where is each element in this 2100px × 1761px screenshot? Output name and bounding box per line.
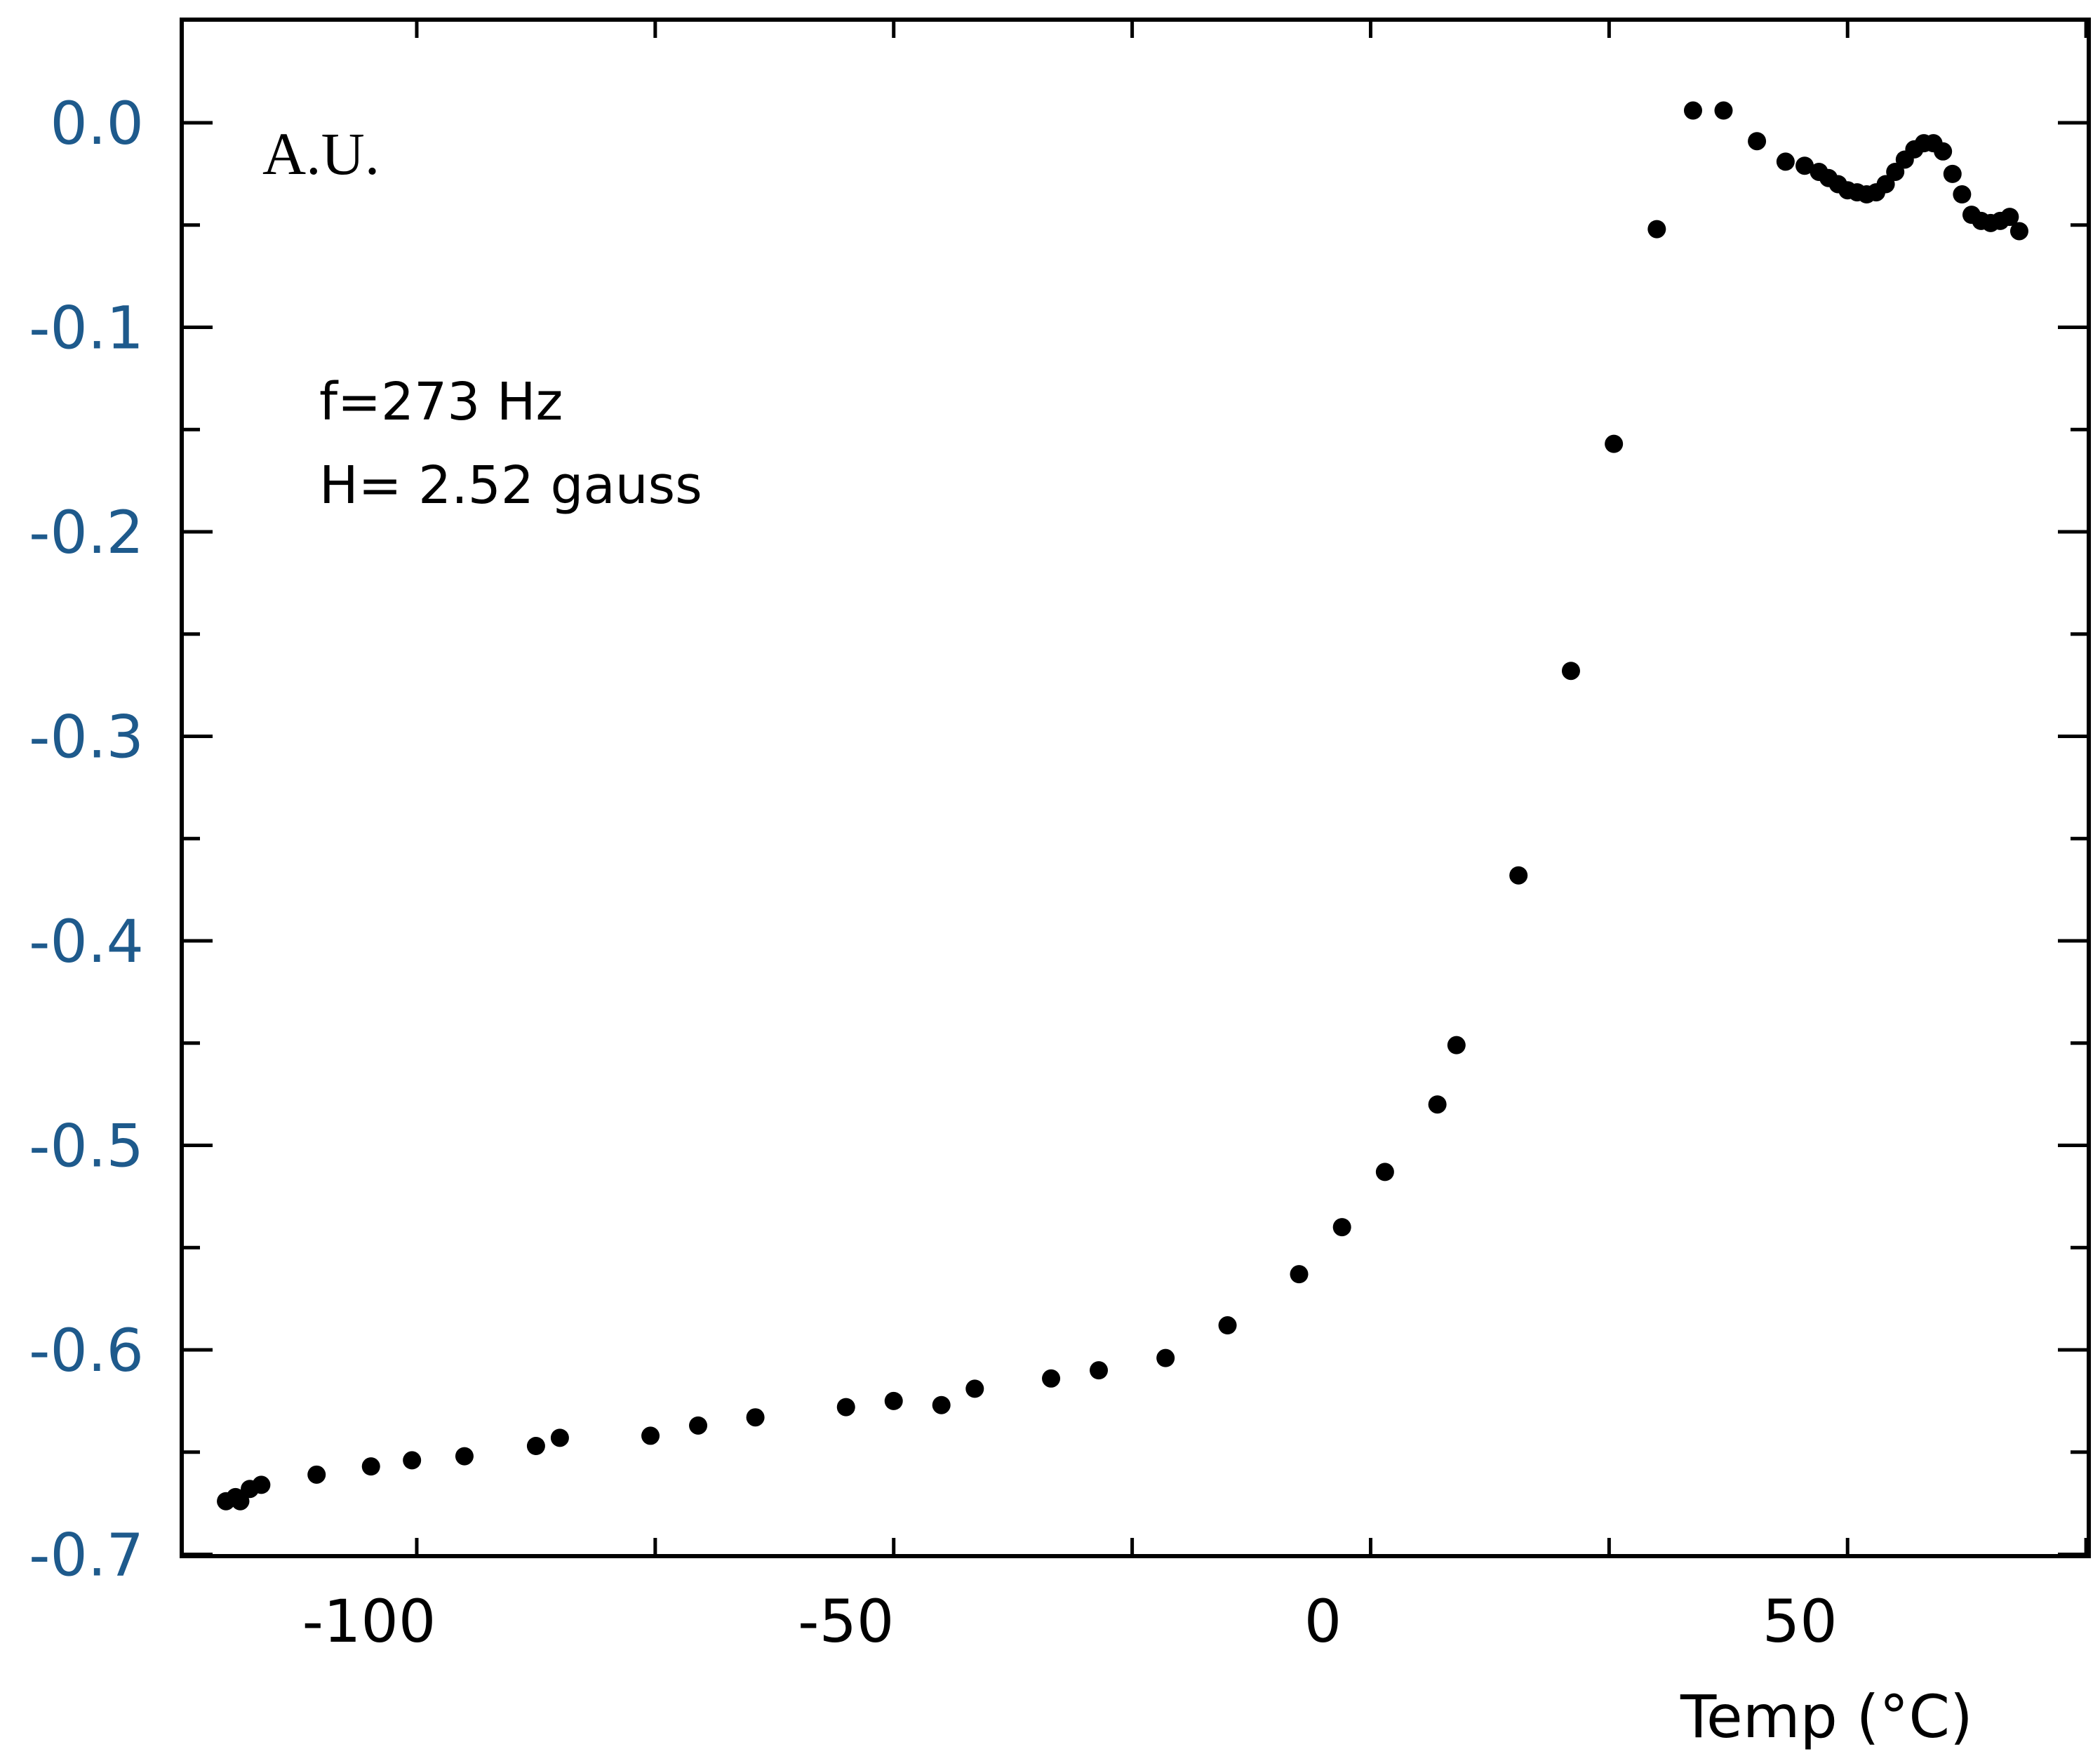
data-point — [1509, 866, 1528, 885]
y-tick-labels: 0.0 -0.1 -0.2 -0.3 -0.4 -0.5 -0.6 -0.7 — [29, 89, 144, 1590]
data-point — [1290, 1265, 1309, 1284]
data-point — [1886, 162, 1905, 181]
y-tick-label: -0.7 — [29, 1521, 144, 1590]
data-point — [1447, 1036, 1466, 1054]
y-tick-label: 0.0 — [50, 89, 144, 158]
data-point — [884, 1391, 903, 1410]
data-point — [307, 1465, 326, 1484]
data-point — [1428, 1095, 1447, 1114]
data-point — [932, 1395, 951, 1414]
x-tick-label: -50 — [798, 1587, 894, 1656]
field-annotation: H= 2.52 gauss — [319, 455, 702, 516]
data-point — [455, 1447, 474, 1466]
x-tick-label: 0 — [1304, 1587, 1342, 1656]
data-point — [1876, 175, 1895, 194]
data-point — [1332, 1218, 1351, 1237]
data-point — [2009, 222, 2028, 241]
data-point — [1795, 156, 1814, 175]
y-tick-label: -0.2 — [29, 498, 144, 567]
data-point — [403, 1451, 422, 1470]
data-point — [1605, 434, 1624, 453]
data-point — [1953, 185, 1972, 204]
data-point — [1683, 101, 1702, 120]
data-point — [2000, 208, 2019, 227]
data-point — [1714, 101, 1733, 120]
data-point — [1943, 164, 1962, 183]
data-points — [217, 101, 2028, 1511]
data-point — [1375, 1163, 1394, 1181]
data-point — [1561, 662, 1580, 681]
data-point — [1647, 220, 1666, 239]
data-point — [231, 1492, 250, 1511]
data-point — [641, 1426, 660, 1445]
data-point — [252, 1475, 271, 1494]
data-point — [1934, 142, 1953, 161]
y-tick-label: -0.3 — [29, 703, 144, 772]
y-tick-label: -0.4 — [29, 907, 144, 976]
y-tick-label: -0.6 — [29, 1316, 144, 1385]
frequency-annotation: f=273 Hz — [319, 372, 563, 432]
data-point — [550, 1428, 569, 1447]
y-tick-label: -0.1 — [29, 294, 144, 363]
data-point — [361, 1457, 380, 1476]
data-point — [836, 1398, 855, 1417]
data-point — [526, 1437, 545, 1456]
tick-marks — [182, 20, 2089, 1556]
x-tick-labels: -100 -50 0 50 — [302, 1587, 1838, 1656]
data-point — [746, 1408, 765, 1427]
x-tick-label: -100 — [302, 1587, 436, 1656]
data-point — [1090, 1361, 1109, 1380]
plot-frame — [180, 18, 2091, 1558]
data-point — [1156, 1348, 1175, 1367]
data-point — [1042, 1369, 1061, 1388]
y-axis-units-label: A.U. — [262, 120, 380, 187]
data-point — [1776, 152, 1795, 171]
data-point — [965, 1379, 984, 1398]
x-axis-title: Temp (°C) — [1680, 1682, 1973, 1751]
data-point — [689, 1416, 708, 1435]
data-point — [1218, 1316, 1237, 1335]
x-tick-label: 50 — [1763, 1587, 1838, 1656]
data-point — [1748, 132, 1767, 151]
y-tick-label: -0.5 — [29, 1112, 144, 1181]
